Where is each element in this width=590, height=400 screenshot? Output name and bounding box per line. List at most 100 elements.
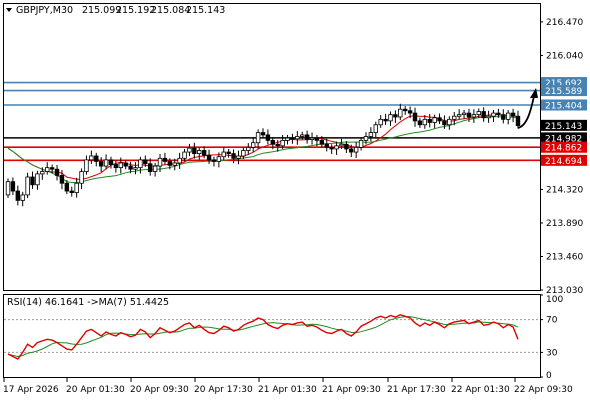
candle-body	[10, 181, 16, 192]
candle-body	[157, 157, 163, 167]
candle-body	[456, 114, 462, 117]
time-tick-label: 21 Apr 09:30	[322, 385, 381, 395]
rsi-label: RSI(14) 46.1641 ->MA(7) 51.4425	[7, 297, 169, 308]
chart-header-open: 215.099	[82, 5, 121, 16]
level-tag-label: 214.862	[545, 144, 582, 154]
candle-body	[510, 112, 516, 117]
candle-body	[64, 182, 70, 192]
candle-body	[427, 118, 432, 123]
candle-body	[324, 143, 329, 148]
ma-fast-line	[7, 114, 519, 180]
candle-body	[304, 134, 310, 140]
level-tag	[541, 77, 587, 89]
time-tick-label: 22 Apr 01:30	[451, 385, 510, 395]
candle-body	[138, 159, 143, 169]
candle-body	[59, 175, 65, 184]
candle-body	[241, 150, 246, 157]
candle-body	[15, 190, 21, 201]
candle-body	[172, 162, 177, 166]
rsi-line	[7, 313, 519, 360]
candle-body	[133, 167, 138, 170]
candle-body	[412, 112, 418, 122]
candle-body	[368, 132, 374, 137]
candle-body	[496, 112, 501, 116]
candle-body	[373, 124, 378, 133]
price-tick-label: 216.040	[546, 51, 583, 61]
price-tick-label: 213.890	[546, 219, 583, 229]
candle-body	[148, 163, 153, 172]
rsi-lines	[4, 313, 540, 360]
candle-body	[69, 190, 74, 193]
candle-body	[54, 168, 60, 176]
candle-body	[201, 150, 207, 156]
level-tag-label: 215.404	[545, 101, 582, 111]
level-tag	[541, 85, 587, 97]
candle-body	[30, 176, 35, 186]
candle-body	[417, 120, 423, 126]
candle-body	[79, 171, 84, 184]
candles	[5, 103, 521, 207]
forecast-arrow-head	[530, 88, 538, 98]
price-tick-label: 216.470	[546, 18, 583, 28]
candle-body	[177, 157, 182, 164]
levels-layer	[4, 81, 540, 162]
time-tick-label: 21 Apr 01:30	[258, 385, 317, 395]
candle-body	[74, 182, 79, 193]
candle-body	[265, 134, 271, 141]
candle-body	[339, 143, 344, 147]
candle-body	[300, 134, 305, 137]
time-axis: 17 Apr 2026 20 Apr 01:30 20 Apr 09:30 20 Ap…	[3, 378, 573, 395]
candle-body	[89, 155, 94, 161]
candle-body	[393, 114, 398, 118]
candle-body	[103, 159, 109, 167]
candle-body	[309, 137, 315, 140]
candle-body	[118, 162, 123, 169]
candle-body	[481, 111, 486, 119]
candle-body	[143, 159, 148, 165]
level-tag-label: 214.982	[545, 134, 582, 144]
chart-header-low: 215.084	[151, 5, 190, 16]
candle-body	[280, 139, 285, 147]
rsi-tick-label: 0	[546, 371, 552, 381]
rsi-tick-label: 30	[546, 348, 558, 358]
time-tick-label: 20 Apr 17:30	[194, 385, 253, 395]
level-tag	[541, 99, 587, 111]
collapse-triangle-icon[interactable]	[6, 8, 12, 12]
candle-body	[505, 112, 511, 120]
candle-body	[94, 155, 99, 162]
rsi-tick-label: 100	[546, 295, 563, 305]
candle-body	[182, 151, 187, 159]
candle-body	[383, 118, 388, 122]
level-tag-label: 215.692	[545, 79, 582, 89]
candle-body	[471, 114, 477, 118]
time-tick-label: 20 Apr 09:30	[130, 385, 189, 395]
level-tag-label: 214.694	[545, 157, 582, 167]
chart-header-high: 215.192	[116, 5, 155, 16]
level-tag	[541, 119, 587, 131]
candle-body	[35, 173, 40, 186]
candle-body	[403, 108, 408, 112]
candle-body	[398, 108, 403, 118]
chart-header-symbol: GBPJPY,M30	[16, 5, 73, 16]
candle-body	[466, 112, 472, 118]
candle-body	[319, 139, 325, 145]
time-tick-label: 20 Apr 01:30	[66, 385, 125, 395]
candle-body	[25, 176, 30, 196]
candle-body	[407, 110, 413, 114]
candle-body	[344, 143, 349, 150]
candle-body	[353, 146, 359, 153]
candle-body	[113, 164, 119, 169]
candle-body	[334, 145, 339, 150]
candle-body	[162, 157, 168, 162]
candle-body	[206, 154, 212, 161]
level-tag	[541, 132, 587, 144]
candle-body	[452, 115, 457, 120]
candle-body	[476, 111, 481, 116]
moving-averages	[7, 114, 519, 183]
candle-body	[236, 155, 241, 159]
candle-body	[108, 159, 114, 165]
candle-body	[349, 148, 354, 153]
candle-body	[422, 118, 428, 126]
candle-body	[461, 112, 467, 116]
